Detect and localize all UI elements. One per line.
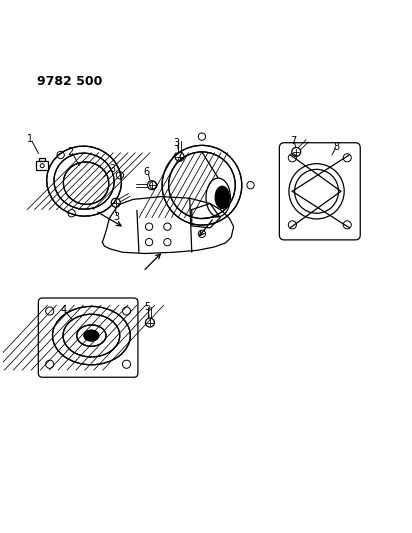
Bar xyxy=(40,158,44,161)
Text: 7: 7 xyxy=(290,135,297,146)
Text: 1: 1 xyxy=(27,134,33,144)
Text: 2: 2 xyxy=(67,147,73,157)
Text: 8: 8 xyxy=(334,142,340,152)
Text: 5: 5 xyxy=(144,302,150,312)
Ellipse shape xyxy=(84,330,99,341)
Text: 6: 6 xyxy=(144,167,150,177)
Text: 3: 3 xyxy=(110,164,116,174)
Ellipse shape xyxy=(215,186,229,208)
Ellipse shape xyxy=(218,190,226,204)
FancyBboxPatch shape xyxy=(38,298,138,377)
Text: 3: 3 xyxy=(173,139,179,148)
Text: 3: 3 xyxy=(114,212,119,222)
Ellipse shape xyxy=(84,330,99,341)
Text: 4: 4 xyxy=(61,305,67,315)
Bar xyxy=(36,161,48,170)
FancyBboxPatch shape xyxy=(279,143,360,240)
Text: 9782 500: 9782 500 xyxy=(37,75,103,88)
